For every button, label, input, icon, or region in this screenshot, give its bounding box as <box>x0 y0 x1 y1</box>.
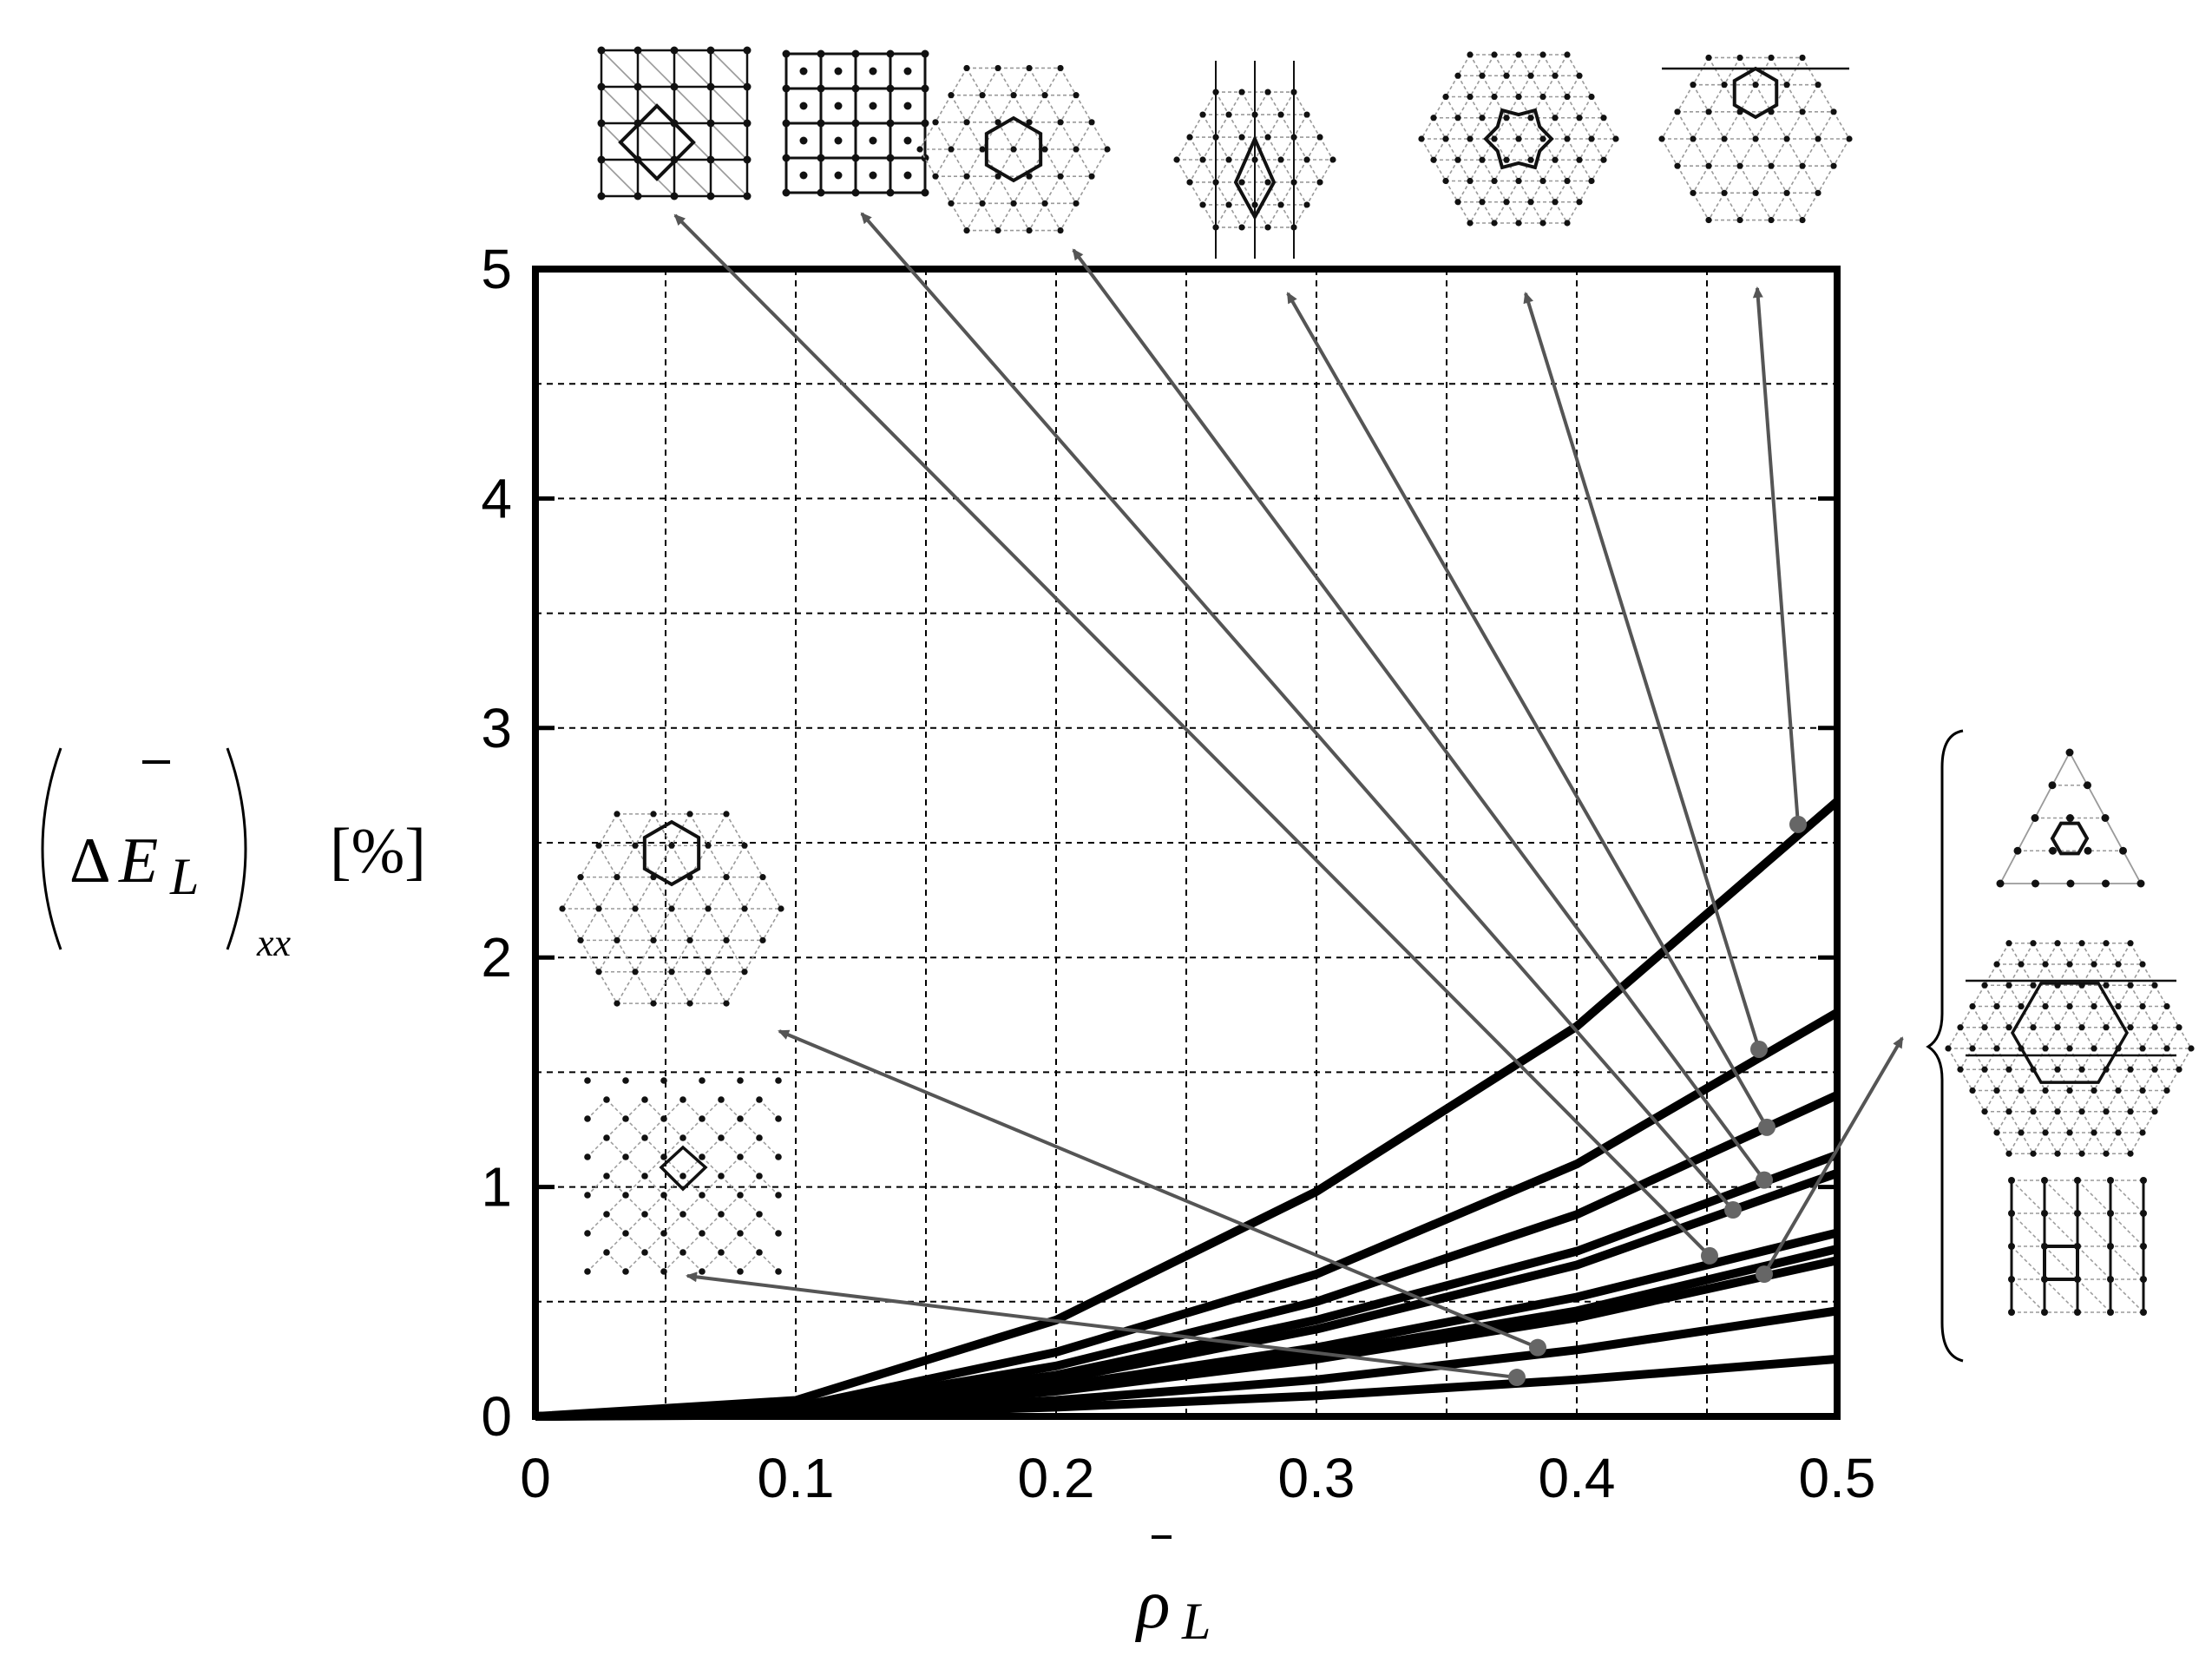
callout-arrow <box>1523 292 1761 1050</box>
callout-dot <box>1756 1171 1773 1189</box>
callout-arrow <box>673 214 1711 1258</box>
callout-arrow <box>1286 292 1769 1128</box>
lattice-inset-icon <box>916 64 1111 234</box>
y-label-unit: [%] <box>330 816 426 887</box>
left-paren <box>41 747 62 950</box>
x-tick-label: 0.5 <box>1799 1447 1876 1509</box>
y-tick-label: 5 <box>481 238 512 300</box>
lattice-inset-icon <box>559 811 784 1007</box>
callout-dot <box>1508 1369 1526 1387</box>
callouts <box>673 212 1904 1387</box>
y-tick-label: 3 <box>481 697 512 759</box>
callout-dot <box>1750 1040 1768 1058</box>
lattice-inset-icon <box>2008 1177 2147 1316</box>
brace-icon <box>1926 729 1964 1363</box>
y-tick-label: 4 <box>481 467 512 529</box>
callout-arrow <box>1072 248 1766 1181</box>
x-label-rho: ρ <box>1134 1567 1170 1643</box>
callout-dot <box>1789 815 1807 833</box>
callout-dot <box>1756 1265 1773 1284</box>
callout-dot <box>1701 1246 1718 1265</box>
lattice-inset-icon <box>1945 940 2195 1157</box>
y-tick-labels: 0 1 2 3 4 5 <box>481 238 512 1448</box>
callout-arrow <box>778 1029 1539 1350</box>
x-axis-label: ρ L <box>1134 1535 1211 1650</box>
lattice-inset-icon <box>1996 748 2145 888</box>
right-paren <box>226 747 247 950</box>
y-axis-label: Δ E L xx [%] <box>41 747 426 964</box>
y-tick-label: 1 <box>481 1156 512 1219</box>
x-label-subscript: L <box>1181 1593 1211 1650</box>
y-tick-label: 0 <box>481 1385 512 1448</box>
y-tick-label: 2 <box>481 926 512 989</box>
x-tick-label: 0.3 <box>1278 1447 1355 1509</box>
lattice-inset-icon <box>597 46 752 200</box>
callout-arrow <box>1752 286 1800 825</box>
x-tick-label: 0.4 <box>1539 1447 1616 1509</box>
lattice-inset-icon <box>782 49 929 197</box>
x-tick-label: 0.2 <box>1018 1447 1095 1509</box>
callout-arrow <box>860 212 1735 1212</box>
y-label-subscript: L <box>169 848 199 905</box>
lattice-inset-icon <box>1173 61 1336 259</box>
callout-dot <box>1758 1118 1776 1136</box>
callout-arrow <box>1762 1036 1904 1276</box>
lattice-inset-icon <box>584 1077 782 1275</box>
y-label-symbol: E <box>118 825 158 897</box>
x-tick-label: 0 <box>520 1447 551 1509</box>
lattice-inset-icon <box>1658 54 1853 224</box>
x-tick-label: 0.1 <box>758 1447 835 1509</box>
callout-arrow <box>686 1271 1518 1380</box>
plot-frame <box>532 266 1841 1420</box>
lattice-inset-icon <box>1418 51 1619 227</box>
y-label-outer-subscript: xx <box>256 922 292 964</box>
callout-dot <box>1529 1338 1546 1357</box>
lattice-insets <box>559 46 2195 1316</box>
y-label-delta: Δ <box>69 825 111 897</box>
x-tick-labels: 0 0.1 0.2 0.3 0.4 0.5 <box>520 1447 1875 1509</box>
callout-dot <box>1724 1201 1742 1219</box>
